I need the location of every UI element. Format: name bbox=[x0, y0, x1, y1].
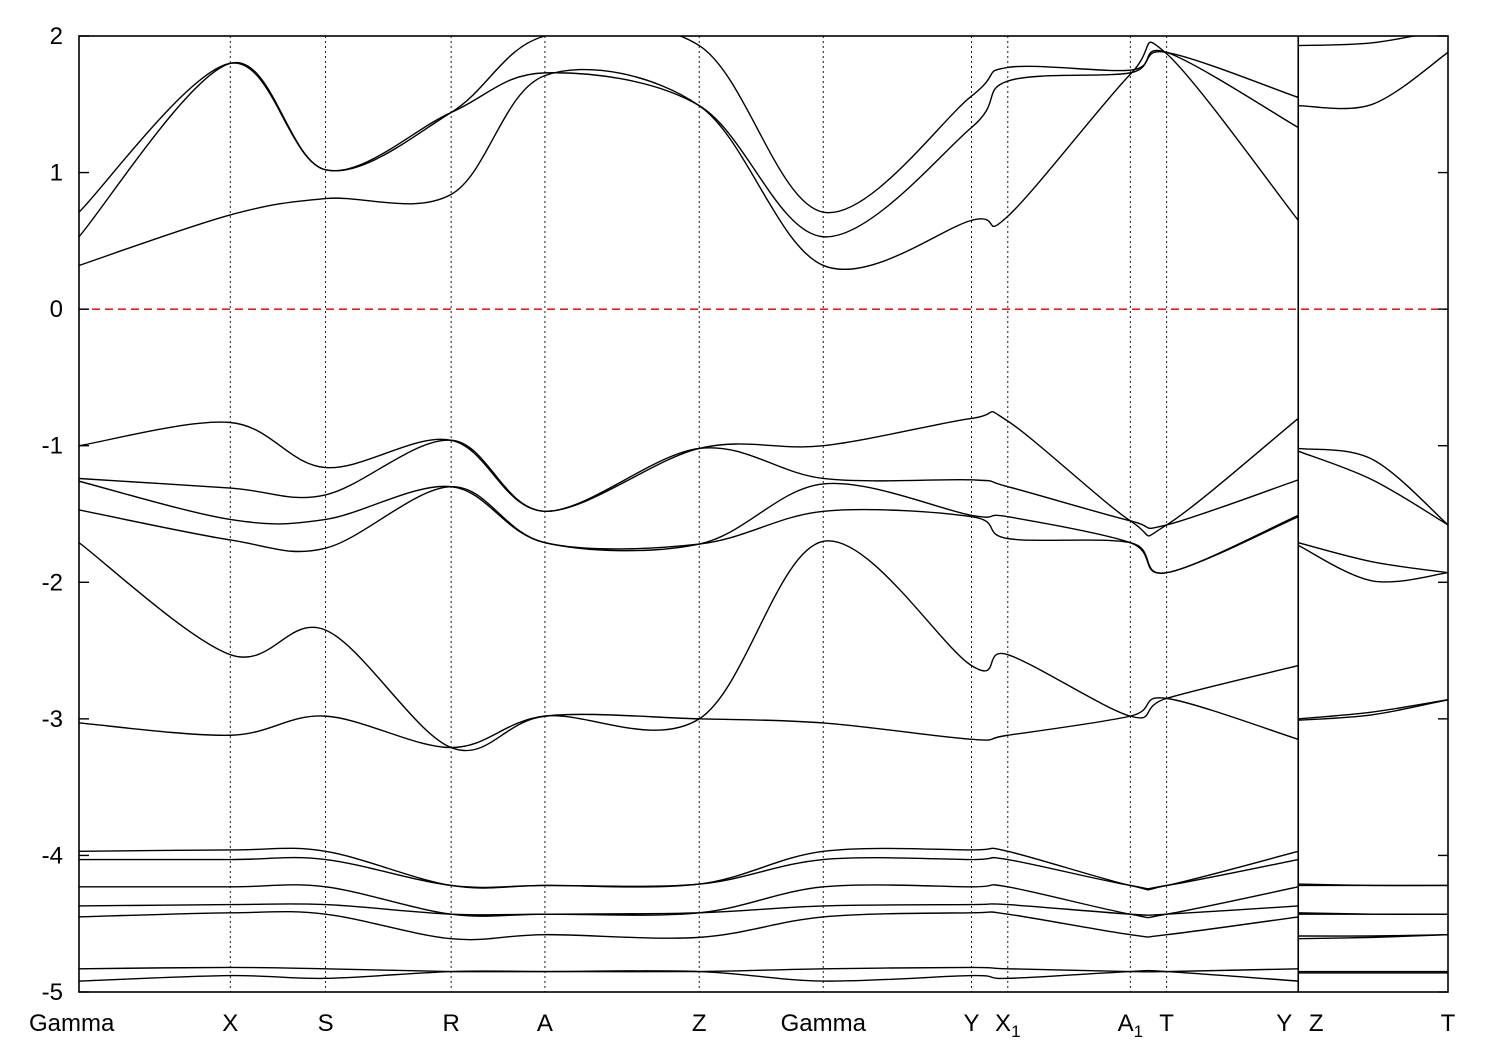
band-line-0-0 bbox=[79, 41, 1299, 271]
y-tick-label-0: -5 bbox=[42, 979, 63, 1006]
kpoint-label-4: A bbox=[537, 1010, 553, 1037]
band-line-0-5 bbox=[79, 480, 1299, 574]
x-axis-labels: Gamma X S R A Z Gamma Y X1 A1 T Y Z T bbox=[29, 1010, 1456, 1041]
band-line-0-2 bbox=[79, 36, 1299, 214]
band-line-1-4 bbox=[1298, 542, 1448, 574]
band-line-0-12 bbox=[79, 903, 1299, 916]
kpoint-label-0: Gamma bbox=[29, 1010, 115, 1037]
plot-frame bbox=[78, 35, 1449, 993]
y-tick-label-5: 0 bbox=[50, 296, 63, 323]
band-line-0-13 bbox=[79, 910, 1299, 941]
band-line-0-3 bbox=[79, 410, 1299, 537]
band-lines bbox=[79, 36, 1448, 982]
kpoint-label-13: T bbox=[1441, 1010, 1456, 1037]
band-line-1-5 bbox=[1297, 544, 1448, 583]
kpoint-label-3: R bbox=[442, 1010, 459, 1037]
kpoint-label-2: S bbox=[318, 1010, 334, 1037]
band-line-1-13 bbox=[1298, 933, 1448, 940]
y-tick-label-7: 2 bbox=[50, 23, 63, 50]
band-line-1-6 bbox=[1298, 699, 1448, 720]
band-line-1-0 bbox=[1298, 51, 1448, 110]
kpoint-label-7: Y bbox=[963, 1010, 979, 1037]
y-tick-label-1: -4 bbox=[42, 842, 63, 869]
y-tick-label-4: -1 bbox=[42, 433, 63, 460]
band-line-0-1 bbox=[79, 49, 1299, 238]
y-axis-ticks: -5 -4 -3 -2 -1 0 1 2 bbox=[42, 23, 1448, 1006]
band-line-0-6 bbox=[79, 485, 1299, 574]
kpoint-label-6: Gamma bbox=[781, 1010, 867, 1037]
band-line-0-8 bbox=[79, 697, 1299, 749]
kpoint-label-12: Z bbox=[1309, 1010, 1324, 1037]
y-tick-label-3: -2 bbox=[42, 569, 63, 596]
y-tick-label-6: 1 bbox=[50, 160, 63, 187]
band-line-0-9 bbox=[79, 847, 1299, 891]
kpoint-label-5: Z bbox=[692, 1010, 707, 1037]
y-tick-label-2: -3 bbox=[42, 706, 63, 733]
band-line-0-10 bbox=[79, 856, 1299, 890]
kpoint-label-1: X bbox=[222, 1010, 238, 1037]
kpoint-label-8: X1 bbox=[995, 1010, 1020, 1041]
high-symmetry-lines bbox=[229, 36, 1168, 992]
band-line-0-15 bbox=[79, 969, 1299, 982]
kpoint-label-11: Y bbox=[1276, 1010, 1292, 1037]
band-line-0-4 bbox=[79, 439, 1299, 530]
band-line-1-1 bbox=[1298, 36, 1418, 47]
band-line-1-3 bbox=[1297, 450, 1448, 526]
kpoint-label-10: T bbox=[1159, 1010, 1174, 1037]
band-line-0-7 bbox=[79, 540, 1299, 752]
band-line-1-2 bbox=[1298, 447, 1448, 526]
kpoint-label-9: A1 bbox=[1118, 1010, 1143, 1041]
band-line-1-7 bbox=[1298, 699, 1448, 721]
